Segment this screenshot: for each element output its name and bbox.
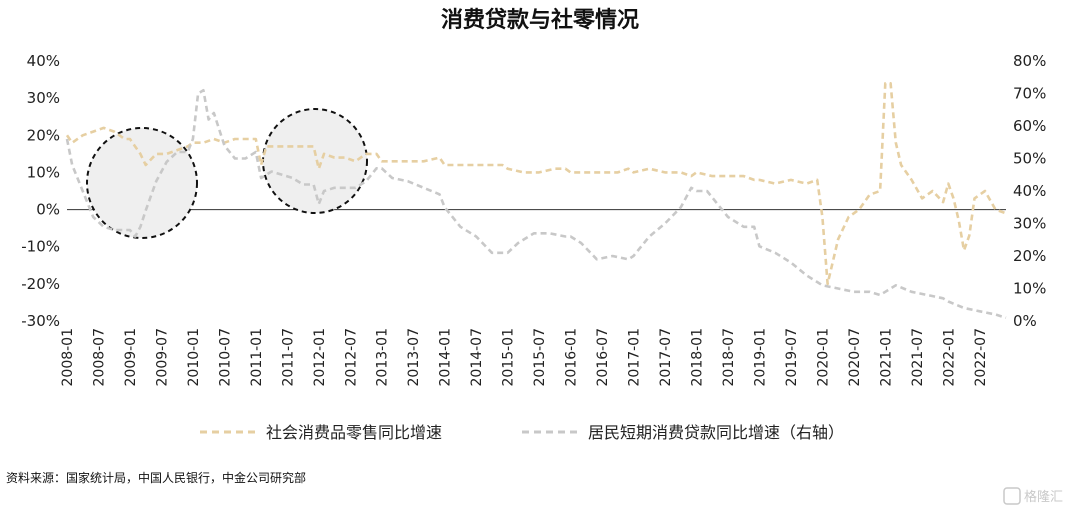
right-tick-label: 60% <box>1013 117 1046 135</box>
x-tick-label: 2014-01 <box>438 328 454 387</box>
legend-label-loan: 居民短期消费贷款同比增速（右轴） <box>588 423 844 442</box>
left-axis-ticks: 40% 30% 20% 10% 0% -10% -20% -30% <box>21 52 60 330</box>
right-tick-label: 10% <box>1013 280 1046 298</box>
x-tick-label: 2020-01 <box>815 328 831 387</box>
chart-title: 消费贷款与社零情况 <box>441 7 639 33</box>
x-tick-label: 2016-07 <box>595 328 611 387</box>
left-tick-label: 10% <box>27 163 60 181</box>
watermark-logo-icon <box>1003 487 1021 505</box>
left-tick-label: 20% <box>27 126 60 144</box>
watermark-text: 格隆汇 <box>1024 489 1063 505</box>
x-tick-label: 2022-07 <box>973 328 989 387</box>
x-tick-label: 2019-01 <box>752 328 768 387</box>
x-tick-label: 2010-01 <box>186 328 202 387</box>
legend: 社会消费品零售同比增速 居民短期消费贷款同比增速（右轴） <box>200 423 844 442</box>
x-tick-label: 2019-07 <box>784 328 800 387</box>
right-tick-label: 20% <box>1013 247 1046 265</box>
right-tick-label: 70% <box>1013 85 1046 103</box>
x-tick-label: 2014-07 <box>469 328 485 387</box>
x-tick-label: 2017-07 <box>658 328 674 387</box>
source-note: 资料来源：国家统计局，中国人民银行，中金公司研究部 <box>6 470 306 485</box>
right-tick-label: 0% <box>1013 312 1037 330</box>
x-tick-label: 2021-01 <box>878 328 894 387</box>
x-tick-label: 2012-07 <box>343 328 359 387</box>
right-tick-label: 40% <box>1013 182 1046 200</box>
left-tick-label: 0% <box>36 201 60 219</box>
left-tick-label: -20% <box>21 275 60 293</box>
left-tick-label: -30% <box>21 312 60 330</box>
x-tick-label: 2013-01 <box>375 328 391 387</box>
x-tick-label: 2018-07 <box>721 328 737 387</box>
left-tick-label: -10% <box>21 238 60 256</box>
x-tick-label: 2011-07 <box>280 328 296 387</box>
series-line-loan <box>65 89 1007 320</box>
x-tick-label: 2022-01 <box>941 328 957 387</box>
series-line-retail <box>65 82 1007 286</box>
left-tick-label: 30% <box>27 89 60 107</box>
watermark: 格隆汇 <box>1003 487 1063 505</box>
highlight-circles <box>86 108 368 239</box>
right-tick-label: 30% <box>1013 215 1046 233</box>
highlight-circle-2009 <box>86 127 198 239</box>
x-tick-label: 2011-01 <box>249 328 265 387</box>
x-tick-label: 2008-01 <box>60 328 76 387</box>
x-tick-label: 2018-01 <box>690 328 706 387</box>
x-tick-label: 2015-01 <box>501 328 517 387</box>
x-axis-ticks: 2008-01 2008-07 2009-01 2009-07 2010-01 2010-… <box>60 328 989 387</box>
x-tick-label: 2020-07 <box>847 328 863 387</box>
right-tick-label: 80% <box>1013 52 1046 70</box>
x-tick-label: 2010-07 <box>217 328 233 387</box>
series-lines <box>65 82 1007 320</box>
x-tick-label: 2016-01 <box>564 328 580 387</box>
x-tick-label: 2021-07 <box>910 328 926 387</box>
x-tick-label: 2008-07 <box>92 328 108 387</box>
legend-label-retail: 社会消费品零售同比增速 <box>266 423 442 442</box>
x-tick-label: 2012-01 <box>312 328 328 387</box>
x-tick-label: 2013-07 <box>406 328 422 387</box>
x-tick-label: 2017-01 <box>627 328 643 387</box>
x-tick-label: 2009-07 <box>154 328 170 387</box>
right-tick-label: 50% <box>1013 150 1046 168</box>
left-tick-label: 40% <box>27 52 60 70</box>
x-tick-label: 2015-07 <box>532 328 548 387</box>
right-axis-ticks: 80% 70% 60% 50% 40% 30% 20% 10% 0% <box>1013 52 1046 330</box>
x-tick-label: 2009-01 <box>123 328 139 387</box>
